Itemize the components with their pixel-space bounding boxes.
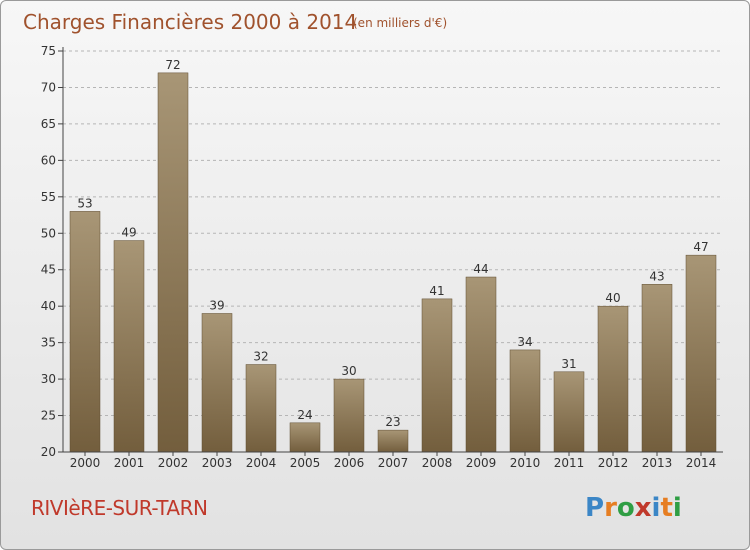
bar: [201, 313, 233, 453]
bar: [641, 284, 673, 453]
x-tick-label: 2001: [114, 456, 145, 470]
bar-value-label: 53: [77, 196, 92, 210]
bar-value-label: 72: [165, 58, 180, 72]
bar: [597, 305, 629, 453]
bar: [157, 72, 189, 453]
x-tick-label: 2000: [70, 456, 101, 470]
y-tick-label: 60: [41, 153, 56, 167]
bar: [377, 429, 409, 453]
bar: [69, 211, 101, 453]
bar: [333, 378, 365, 453]
place-name: RIVIèRE-SUR-TARN: [31, 496, 207, 520]
bar-value-label: 31: [561, 357, 576, 371]
bar-value-label: 39: [209, 298, 224, 312]
bar-value-label: 43: [649, 269, 664, 283]
bar-value-label: 47: [693, 240, 708, 254]
bar: [465, 276, 497, 453]
x-tick-label: 2008: [422, 456, 453, 470]
x-tick-label: 2011: [554, 456, 585, 470]
y-tick-label: 30: [41, 372, 56, 386]
logo-letter: P: [585, 493, 604, 523]
logo-letter: t: [660, 493, 672, 523]
bar-value-label: 23: [385, 415, 400, 429]
logo-letter: r: [604, 493, 617, 523]
x-tick-label: 2009: [466, 456, 497, 470]
proxiti-logo: Proxiti: [585, 493, 682, 523]
y-tick-label: 50: [41, 226, 56, 240]
bar-value-label: 49: [121, 226, 136, 240]
logo-letter: x: [635, 493, 652, 523]
x-tick-label: 2003: [202, 456, 233, 470]
x-tick-label: 2013: [642, 456, 673, 470]
y-tick-label: 35: [41, 336, 56, 350]
x-tick-label: 2010: [510, 456, 541, 470]
x-tick-label: 2002: [158, 456, 189, 470]
x-tick-label: 2014: [686, 456, 717, 470]
bar: [509, 349, 541, 453]
bar: [421, 298, 453, 453]
bar: [553, 371, 585, 453]
x-tick-label: 2005: [290, 456, 321, 470]
bar-value-label: 40: [605, 291, 620, 305]
bar: [113, 240, 145, 453]
bars-layer: [69, 72, 717, 453]
y-tick-label: 65: [41, 117, 56, 131]
bar: [289, 422, 321, 453]
y-tick-label: 55: [41, 190, 56, 204]
bar-value-label: 34: [517, 335, 532, 349]
y-tick-label: 45: [41, 263, 56, 277]
bar-value-label: 24: [297, 408, 312, 422]
labels-layer: 20 25 30 35 40 45 50 55 60 65 70 75 53 2000 49 2001 72 20…: [41, 44, 717, 470]
chart-title: Charges Financières 2000 à 2014: [23, 10, 357, 34]
bar-value-label: 30: [341, 364, 356, 378]
axis-layer: [58, 47, 723, 456]
bar-value-label: 41: [429, 284, 444, 298]
y-tick-label: 25: [41, 409, 56, 423]
y-tick-label: 75: [41, 44, 56, 58]
y-tick-label: 70: [41, 80, 56, 94]
y-tick-label: 40: [41, 299, 56, 313]
bar-value-label: 32: [253, 350, 268, 364]
y-tick-label: 20: [41, 445, 56, 459]
bar: [685, 254, 717, 453]
logo-letter: i: [652, 493, 661, 523]
x-tick-label: 2007: [378, 456, 409, 470]
bar-value-label: 44: [473, 262, 488, 276]
x-tick-label: 2006: [334, 456, 365, 470]
x-tick-label: 2004: [246, 456, 277, 470]
x-tick-label: 2012: [598, 456, 629, 470]
chart-subtitle: (en milliers d'€): [353, 16, 447, 30]
bar: [245, 364, 277, 453]
logo-letter: i: [673, 493, 682, 523]
logo-letter: o: [617, 493, 635, 523]
